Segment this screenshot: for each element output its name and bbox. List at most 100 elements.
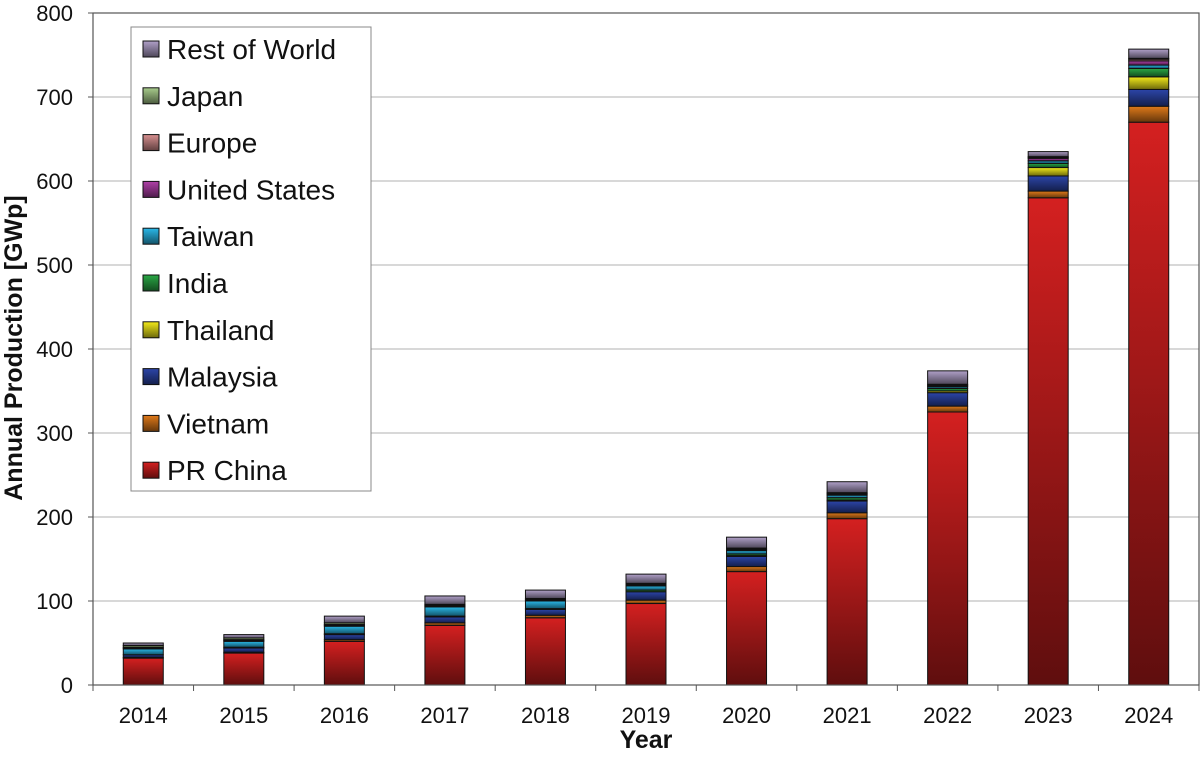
bar-segment bbox=[323, 634, 365, 641]
bar-segment bbox=[1128, 67, 1170, 78]
y-tick-label: 600 bbox=[36, 169, 73, 194]
bar-segment bbox=[122, 657, 164, 686]
bar-segment bbox=[826, 500, 868, 514]
bar-segment bbox=[1128, 76, 1170, 90]
y-tick-label: 500 bbox=[36, 253, 73, 278]
bar-segment bbox=[726, 536, 768, 549]
bar-segment bbox=[122, 648, 164, 656]
y-tick-label: 100 bbox=[36, 589, 73, 614]
legend-swatch bbox=[142, 321, 160, 339]
legend-label: Malaysia bbox=[167, 362, 278, 393]
legend-box bbox=[130, 26, 372, 492]
legend-swatch bbox=[142, 87, 160, 105]
y-tick-label: 0 bbox=[61, 673, 73, 698]
bar-segment bbox=[1027, 162, 1069, 169]
bar-stack-2022 bbox=[927, 370, 969, 686]
bar-segment bbox=[323, 625, 365, 635]
x-tick-label: 2016 bbox=[320, 703, 369, 728]
x-tick-label: 2014 bbox=[119, 703, 168, 728]
bar-segment bbox=[524, 608, 566, 616]
bar-stack-2020 bbox=[726, 536, 768, 686]
legend-label: India bbox=[167, 268, 228, 299]
legend-label: Rest of World bbox=[167, 34, 336, 65]
bar-stack-2015 bbox=[223, 634, 265, 686]
bar-segment bbox=[223, 652, 265, 686]
bar-segment bbox=[223, 647, 265, 653]
x-tick-label: 2024 bbox=[1124, 703, 1173, 728]
legend-swatch bbox=[142, 368, 160, 386]
bar-segment bbox=[1128, 48, 1170, 59]
legend-swatch bbox=[142, 227, 160, 245]
bar-stack-2018 bbox=[524, 589, 566, 686]
bar-segment bbox=[625, 599, 667, 605]
bar-segment bbox=[323, 640, 365, 686]
bar-segment bbox=[1027, 190, 1069, 199]
bar-segment bbox=[424, 624, 466, 686]
bar-stack-2024 bbox=[1128, 48, 1170, 686]
bar-segment bbox=[1027, 175, 1069, 192]
bar-segment bbox=[625, 603, 667, 686]
legend-label: Taiwan bbox=[167, 221, 254, 252]
bar-stack-2017 bbox=[424, 595, 466, 686]
bar-segment bbox=[1027, 197, 1069, 686]
bar-segment bbox=[1128, 64, 1170, 69]
y-tick-label: 800 bbox=[36, 1, 73, 26]
bar-segment bbox=[826, 481, 868, 494]
bar-segment bbox=[1027, 167, 1069, 177]
bar-segment bbox=[1128, 105, 1170, 123]
x-tick-label: 2020 bbox=[722, 703, 771, 728]
bar-segment bbox=[122, 642, 164, 647]
bars bbox=[122, 48, 1170, 686]
x-axis-title: Year bbox=[620, 726, 673, 754]
y-tick-label: 300 bbox=[36, 421, 73, 446]
bar-stack-2023 bbox=[1027, 151, 1069, 686]
bar-stack-2019 bbox=[625, 573, 667, 686]
legend-label: Thailand bbox=[167, 315, 274, 346]
bar-segment bbox=[826, 512, 868, 520]
legend-swatch bbox=[142, 134, 160, 152]
bar-stack-2014 bbox=[122, 642, 164, 686]
bar-segment bbox=[726, 571, 768, 686]
axes: 0 100 200 300 400 500 600 700 800 2014 2015 2016 201… bbox=[36, 1, 1200, 728]
x-tick-label: 2015 bbox=[219, 703, 268, 728]
bar-segment bbox=[524, 600, 566, 610]
bar-segment bbox=[927, 405, 969, 413]
y-axis-title: Annual Production [GWp] bbox=[0, 195, 28, 501]
legend-swatch bbox=[142, 40, 160, 58]
x-tick-label: 2018 bbox=[521, 703, 570, 728]
bar-stack-2021 bbox=[826, 481, 868, 686]
bar-segment bbox=[927, 392, 969, 407]
bar-segment bbox=[625, 591, 667, 601]
x-tick-label: 2019 bbox=[622, 703, 671, 728]
bar-segment bbox=[424, 606, 466, 617]
bar-segment bbox=[1128, 121, 1170, 686]
bar-segment bbox=[927, 370, 969, 385]
bar-segment bbox=[323, 615, 365, 624]
bar-segment bbox=[625, 585, 667, 591]
x-tick-label: 2021 bbox=[823, 703, 872, 728]
bar-segment bbox=[726, 555, 768, 568]
legend-label: Japan bbox=[167, 81, 243, 112]
bar-segment bbox=[1027, 151, 1069, 158]
y-tick-label: 400 bbox=[36, 337, 73, 362]
bar-segment bbox=[424, 595, 466, 605]
bar-segment bbox=[826, 518, 868, 686]
y-tick-label: 200 bbox=[36, 505, 73, 530]
bar-segment bbox=[726, 550, 768, 555]
legend-label: PR China bbox=[167, 455, 287, 486]
bar-segment bbox=[927, 411, 969, 686]
bar-segment bbox=[223, 634, 265, 639]
legend-swatch bbox=[142, 414, 160, 432]
legend-swatch bbox=[142, 180, 160, 198]
x-tick-label: 2023 bbox=[1024, 703, 1073, 728]
bar-stack-2016 bbox=[323, 615, 365, 686]
legend-swatch bbox=[142, 461, 160, 479]
legend-label: Europe bbox=[167, 128, 257, 159]
bar-segment bbox=[524, 617, 566, 686]
bar-segment bbox=[625, 573, 667, 584]
bar-segment bbox=[223, 640, 265, 648]
bar-segment bbox=[1128, 88, 1170, 107]
bar-segment bbox=[424, 616, 466, 624]
bar-segment bbox=[726, 566, 768, 573]
